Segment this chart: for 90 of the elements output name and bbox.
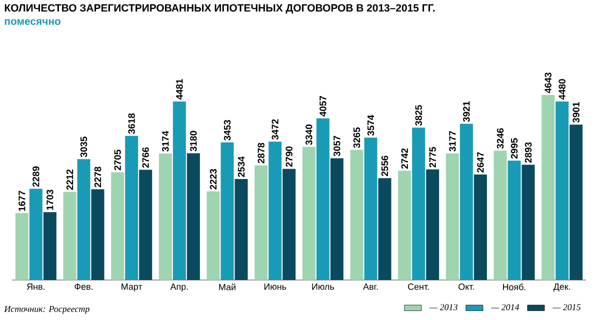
- data-label: 3901: [572, 102, 580, 123]
- data-label: 2766: [142, 147, 149, 168]
- bar: [125, 136, 138, 280]
- x-tick-label: Июнь: [264, 284, 286, 290]
- x-tick-label: Апр.: [170, 284, 188, 292]
- text: Источник: Росреестр: [4, 306, 90, 314]
- bar: [111, 172, 124, 280]
- bar: [220, 142, 234, 280]
- data-label: 2878: [258, 142, 264, 164]
- bar: [350, 150, 364, 280]
- data-label: 3177: [449, 131, 456, 152]
- bar: [542, 94, 555, 280]
- bar: [508, 160, 521, 280]
- bar: [522, 164, 535, 280]
- data-label: 2223: [210, 169, 217, 190]
- bar: [43, 212, 56, 280]
- data-label: 2289: [32, 166, 40, 187]
- bar: [91, 189, 104, 280]
- data-label: 2705: [114, 150, 121, 170]
- bar: [234, 179, 248, 280]
- bar: [378, 178, 392, 280]
- bar: [139, 170, 152, 280]
- data-label: 2775: [429, 146, 436, 168]
- data-label: 3921: [463, 101, 470, 122]
- data-label: 3453: [224, 120, 231, 140]
- data-label: 2212: [66, 169, 74, 190]
- bar: [268, 142, 282, 280]
- data-label: 4481: [176, 78, 183, 100]
- bar: [460, 124, 473, 280]
- chart-title: КОЛИЧЕСТВО ЗАРЕГИСТРИРОВАННЫХ ИПОТЕЧНЫХ ДОГОВОРОВ В 2013–2015 ГГ.: [4, 4, 435, 14]
- legend-label: — 2014: [491, 304, 520, 310]
- bar: [254, 165, 268, 280]
- legend-label: — 2015: [552, 304, 581, 310]
- chart-subtitle: помесячно: [4, 19, 60, 25]
- legend-label: — 2013: [430, 304, 458, 310]
- bar: [29, 188, 42, 280]
- data-label: 3825: [415, 105, 422, 126]
- data-label: 1703: [46, 190, 54, 210]
- bar: [77, 159, 90, 280]
- data-label: 4480: [558, 79, 566, 100]
- data-label: 3246: [496, 128, 504, 149]
- data-label: 3174: [162, 130, 169, 152]
- x-tick-label: Июль: [312, 284, 334, 290]
- data-label: 2893: [524, 142, 532, 163]
- bar: [446, 153, 459, 280]
- bar: [316, 118, 330, 280]
- bar: [302, 146, 316, 280]
- data-label: 3618: [128, 113, 135, 134]
- bar: [186, 153, 200, 280]
- x-tick-label: Нояб.: [503, 284, 526, 290]
- data-label: 2995: [510, 138, 518, 159]
- bar: [398, 170, 412, 280]
- x-tick-label: Янв.: [27, 284, 44, 290]
- data-label: 4057: [320, 96, 326, 117]
- bar: [474, 174, 487, 280]
- bar: [494, 150, 507, 280]
- data-label: 2790: [286, 146, 292, 167]
- data-label: 3265: [353, 127, 360, 148]
- x-tick-label: Сент.: [408, 284, 429, 290]
- bar: [412, 128, 426, 280]
- bar: [364, 138, 378, 280]
- bar: [570, 124, 583, 280]
- bar: [206, 191, 220, 280]
- data-label: 3340: [306, 124, 312, 145]
- bar: [15, 213, 28, 280]
- bar: [426, 169, 440, 280]
- x-tick-label: Окт.: [458, 284, 474, 290]
- data-label: 3472: [272, 119, 278, 140]
- data-label: 2556: [381, 156, 388, 176]
- x-tick-label: Дек.: [553, 284, 570, 292]
- data-label: 3574: [367, 114, 374, 136]
- data-label: 2534: [238, 156, 245, 178]
- data-label: 4643: [544, 72, 552, 94]
- data-label: 3035: [80, 136, 88, 158]
- data-label: 2742: [401, 148, 408, 169]
- bar: [282, 168, 296, 280]
- x-tick-label: Март: [122, 284, 142, 292]
- bar: [330, 158, 344, 280]
- bar: [172, 101, 186, 280]
- data-label: 3057: [334, 136, 340, 156]
- x-tick-label: Авг.: [363, 284, 378, 290]
- bar: [63, 192, 76, 280]
- bar: [556, 101, 569, 280]
- data-label: 3180: [190, 130, 197, 152]
- data-label: 2278: [94, 166, 102, 188]
- x-tick-label: Май: [219, 284, 236, 290]
- bar: [158, 154, 172, 280]
- x-tick-label: Фев.: [74, 284, 92, 290]
- data-label: 2647: [477, 152, 484, 172]
- data-label: 1677: [18, 190, 26, 211]
